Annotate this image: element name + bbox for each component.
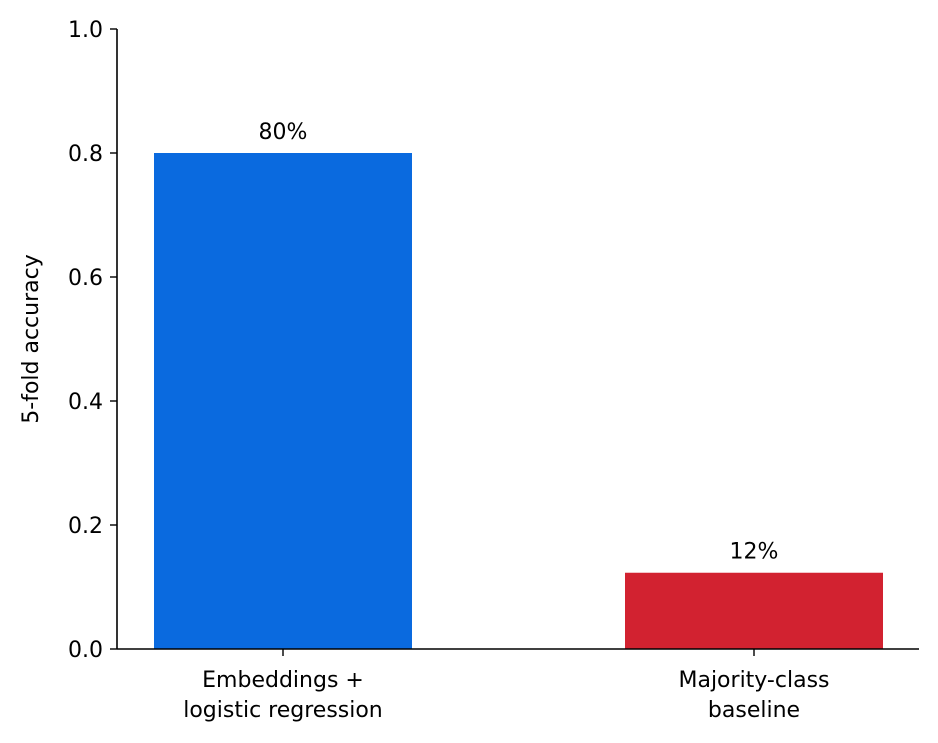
bar-value-label-1: 80% <box>259 120 308 145</box>
y-tick-label: 0.2 <box>68 514 103 539</box>
x-axis: Embeddings + logistic regression Majority-… <box>117 648 919 723</box>
y-tick-label: 1.0 <box>68 18 103 43</box>
plot-area: 80% 12% <box>154 120 883 649</box>
y-tick-label: 0.6 <box>68 266 103 291</box>
x-tick-label-2: Majority-class baseline <box>678 668 829 723</box>
y-tick-label: 0.0 <box>68 638 103 663</box>
bar-1 <box>154 153 412 649</box>
x-tick-label-1: Embeddings + logistic regression <box>183 668 383 723</box>
y-tick-label: 0.8 <box>68 142 103 167</box>
y-axis-label: 5-fold accuracy <box>19 254 44 423</box>
bar-value-label-2: 12% <box>730 540 779 565</box>
y-tick-label: 0.4 <box>68 390 103 415</box>
y-axis: 0.0 0.2 0.4 0.6 0.8 1.0 <box>68 18 118 663</box>
bar-2 <box>625 572 883 649</box>
